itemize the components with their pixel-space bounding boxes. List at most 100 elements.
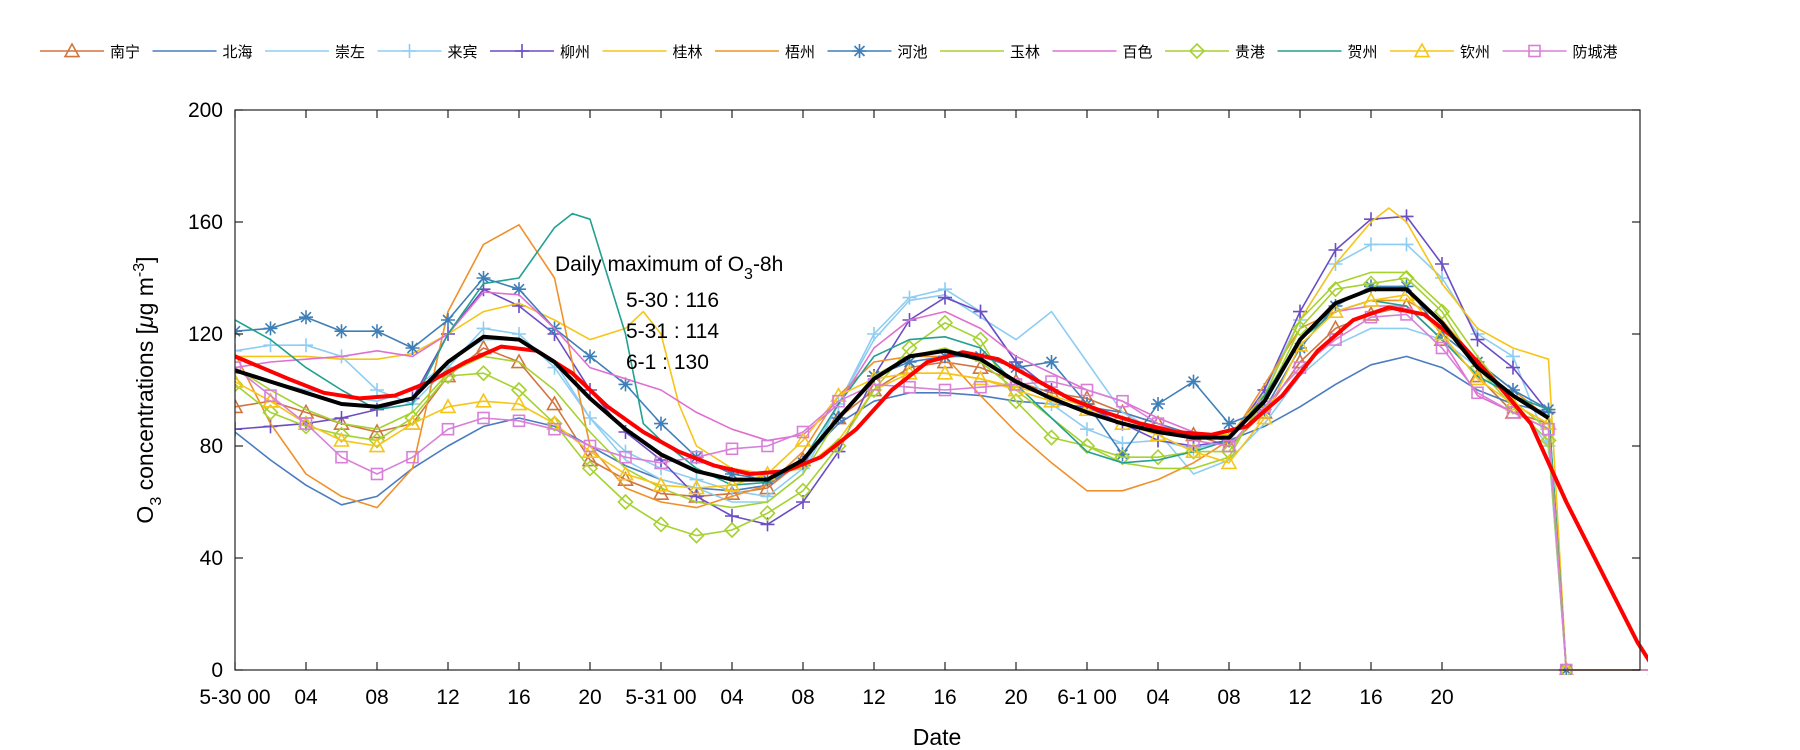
data-point: [902, 290, 917, 305]
annotation-title-part: 3: [744, 266, 753, 283]
data-point: [264, 389, 277, 402]
annotation-title-part: -8h: [753, 253, 783, 276]
data-point: [404, 414, 421, 431]
legend-label: 钦州: [1460, 43, 1490, 61]
data-point: [1186, 374, 1201, 389]
data-point: [652, 516, 670, 533]
data-point: [546, 395, 563, 411]
data-point: [723, 484, 741, 501]
data-point: [725, 509, 739, 523]
legend-item: 柳州: [490, 43, 590, 61]
series-贺州: [235, 212, 1648, 671]
legend-label: 崇左: [335, 43, 365, 61]
y-axis-title-part: μ: [132, 315, 158, 329]
legend-label: 贺州: [1348, 43, 1378, 61]
data-point: [723, 476, 741, 492]
x-tick-label: 08: [791, 686, 814, 709]
data-point: [1043, 429, 1060, 446]
data-point: [619, 450, 632, 464]
annotation-title-part: Daily maximum of O: [555, 253, 744, 276]
x-tick-label: 08: [365, 686, 388, 709]
x-tick-label: 04: [720, 686, 744, 709]
data-point: [1506, 406, 1520, 419]
legend-label: 百色: [1123, 43, 1153, 61]
data-point: [475, 365, 492, 382]
series-line: [235, 215, 1648, 671]
data-point: [263, 419, 278, 434]
x-tick-label: 08: [1217, 686, 1240, 709]
data-point: [1151, 397, 1165, 411]
series-柳州: [235, 209, 1662, 677]
x-tick-label: 16: [933, 686, 956, 709]
data-point: [1362, 291, 1380, 307]
legend-item: 贺州: [1277, 43, 1378, 61]
data-point: [1648, 663, 1662, 677]
data-point: [654, 416, 668, 431]
data-point: [1293, 341, 1307, 355]
series-regional mean: [235, 287, 1550, 482]
data-point: [761, 439, 774, 453]
data-point: [1256, 393, 1273, 410]
data-point: [972, 331, 989, 348]
x-tick-label: 12: [862, 686, 885, 709]
x-tick-label: 12: [1288, 686, 1311, 709]
data-point: [548, 422, 561, 436]
series-line: [235, 212, 1648, 671]
data-point: [1220, 443, 1238, 460]
data-point: [1327, 281, 1344, 298]
legend-marker: [402, 44, 417, 58]
x-tick-label: 16: [1359, 686, 1382, 709]
data-point: [1648, 663, 1662, 677]
legend-item: 贵港: [1165, 42, 1265, 61]
legend-item: 防城港: [1502, 43, 1618, 61]
data-point: [1435, 257, 1449, 271]
data-point: [832, 394, 845, 408]
data-point: [794, 482, 812, 499]
data-point: [583, 439, 597, 453]
data-point: [1328, 243, 1343, 257]
data-point: [335, 450, 348, 464]
y-axis-title-part: g m: [132, 277, 158, 315]
data-point: [1469, 370, 1486, 386]
data-point: [476, 321, 491, 336]
data-point: [1433, 303, 1451, 320]
data-point: [512, 414, 526, 428]
series-line: [235, 287, 1550, 482]
legend-marker: [1413, 42, 1431, 58]
y-axis-title: O3 concentrations [μg m-3]: [131, 256, 165, 523]
data-point: [370, 467, 384, 481]
data-point: [476, 271, 491, 285]
y-axis-title-part: ]: [132, 256, 158, 262]
annotation-title: Daily maximum of O3-8h: [555, 253, 783, 283]
series-layer: [235, 207, 1662, 677]
data-point: [725, 442, 739, 456]
data-point: [1542, 422, 1555, 436]
legend-item: 崇左: [265, 43, 365, 61]
series-梧州: [235, 224, 1648, 671]
data-point: [973, 304, 988, 319]
data-point: [370, 383, 384, 397]
legend: 南宁 北海 崇左 来宾 柳州 桂林 梧州 河池 玉林 百色 贵港 贺州 钦州 防城港: [40, 42, 1618, 61]
data-point: [794, 431, 812, 447]
data-point: [1364, 237, 1378, 252]
series-line: [235, 277, 1648, 671]
data-point: [1506, 360, 1520, 375]
data-point: [1470, 332, 1485, 347]
legend-label: 防城港: [1573, 43, 1618, 61]
data-point: [581, 451, 599, 467]
x-tick-label: 12: [436, 686, 459, 709]
series-line: [235, 243, 1648, 671]
data-point: [1506, 383, 1520, 397]
series-北海: [235, 355, 1648, 671]
data-point: [333, 426, 350, 443]
plot-frame: [234, 109, 1641, 671]
data-point: [406, 450, 419, 464]
legend-item: 钦州: [1390, 42, 1490, 61]
data-point: [333, 431, 350, 447]
data-point: [936, 364, 954, 380]
data-point: [1044, 355, 1059, 369]
data-point: [1291, 320, 1309, 337]
data-point: [1185, 442, 1202, 459]
y-tick-label: 160: [188, 211, 223, 234]
legend-item: 河池: [827, 43, 928, 61]
